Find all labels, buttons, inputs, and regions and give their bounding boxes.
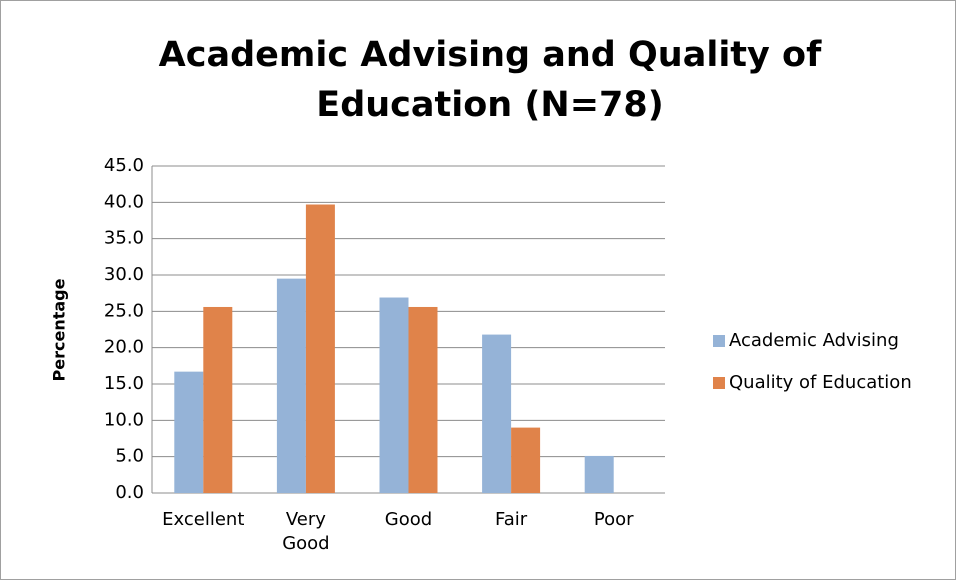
x-tick-label: Good: [384, 509, 433, 530]
bar: [482, 334, 512, 493]
y-tick-label: 5.0: [115, 446, 144, 467]
legend-swatch: [713, 335, 725, 347]
bar: [305, 204, 335, 493]
bar: [511, 427, 541, 493]
bar: [276, 278, 306, 493]
x-tick-label: Excellent: [162, 509, 245, 530]
x-tick-label: Poor: [593, 509, 634, 530]
legend-swatch: [713, 377, 725, 389]
chart-title: Academic Advising and Quality of Educati…: [158, 35, 822, 125]
bar: [379, 297, 409, 493]
y-tick-label: 10.0: [104, 409, 144, 430]
legend-label: Academic Advising: [729, 330, 899, 351]
y-tick-label: 30.0: [104, 264, 144, 285]
y-tick-label: 0.0: [115, 482, 144, 503]
y-tick-label: 40.0: [104, 191, 144, 212]
bar: [174, 371, 204, 493]
y-axis-label: Percentage: [50, 278, 69, 381]
y-tick-label: 35.0: [104, 228, 144, 249]
legend-label: Quality of Education: [729, 372, 912, 393]
y-tick-label: 20.0: [104, 337, 144, 358]
y-tick-label: 45.0: [104, 155, 144, 176]
x-tick-label: Fair: [495, 509, 528, 530]
y-tick-label: 25.0: [104, 300, 144, 321]
bar: [203, 306, 233, 493]
y-tick-label: 15.0: [104, 373, 144, 394]
bar: [408, 306, 438, 493]
bar: [584, 455, 614, 493]
x-tick-label: Very Good: [282, 509, 330, 554]
